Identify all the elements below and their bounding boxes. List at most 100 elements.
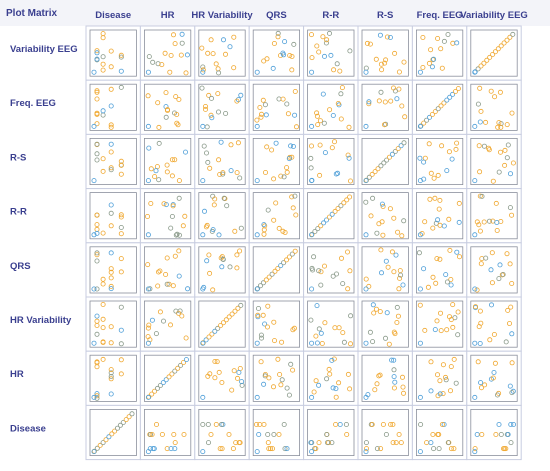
data-point — [292, 193, 298, 199]
row-label: QRS — [10, 261, 31, 272]
data-point — [91, 394, 97, 400]
data-point — [153, 421, 159, 427]
data-point — [498, 431, 504, 437]
data-point — [509, 212, 515, 218]
data-point — [219, 379, 225, 385]
scatter-cell — [248, 188, 305, 244]
data-point — [498, 124, 504, 130]
data-point — [220, 171, 226, 177]
column-label: HR Variability — [191, 10, 253, 21]
data-point — [254, 449, 260, 455]
data-point — [100, 230, 106, 236]
data-point — [488, 302, 494, 308]
data-point — [103, 437, 109, 443]
data-point — [118, 224, 124, 230]
data-point — [289, 251, 295, 257]
data-point — [510, 388, 516, 394]
data-point — [212, 196, 218, 202]
scatter-cell — [411, 296, 468, 352]
data-point — [168, 53, 174, 59]
data-point — [324, 440, 330, 446]
data-point — [363, 123, 369, 129]
data-point — [364, 40, 370, 46]
data-point — [338, 116, 344, 122]
plot-area — [415, 300, 464, 348]
data-point — [399, 103, 405, 109]
data-point — [285, 111, 291, 117]
data-point — [200, 286, 206, 292]
data-point — [475, 66, 481, 72]
data-point — [432, 327, 438, 333]
data-point — [373, 56, 379, 62]
data-point — [178, 362, 184, 368]
data-point — [477, 308, 483, 314]
data-point — [504, 122, 510, 128]
data-point — [91, 449, 97, 455]
data-point — [118, 68, 124, 74]
data-point — [372, 169, 378, 175]
data-point — [490, 52, 496, 58]
data-point — [447, 388, 453, 394]
scatter-cell — [357, 133, 413, 190]
row-label: Freq. EEG — [10, 98, 56, 109]
data-point — [94, 56, 100, 62]
data-point — [200, 449, 206, 455]
data-point — [323, 217, 329, 223]
data-point — [164, 281, 170, 287]
data-point — [145, 394, 151, 400]
data-point — [421, 266, 427, 272]
data-point — [509, 280, 515, 286]
data-point — [369, 171, 375, 177]
data-point — [176, 248, 182, 254]
data-point — [164, 255, 170, 261]
data-point — [491, 331, 497, 337]
data-point — [232, 228, 238, 234]
data-point — [164, 162, 170, 168]
data-point — [391, 269, 397, 275]
data-point — [202, 104, 208, 110]
data-point — [496, 169, 502, 175]
data-point — [340, 330, 346, 336]
data-point — [496, 120, 502, 126]
scatter-cell — [411, 25, 468, 81]
data-point — [181, 431, 187, 437]
data-point — [494, 219, 500, 225]
data-point — [383, 258, 389, 264]
data-point — [503, 339, 509, 345]
data-point — [91, 123, 97, 129]
data-point — [266, 375, 272, 381]
data-point — [171, 431, 177, 437]
data-point — [291, 41, 297, 47]
data-point — [340, 281, 346, 287]
scatter-cell — [303, 188, 359, 244]
scatter-cell — [357, 188, 413, 244]
data-point — [341, 339, 347, 345]
data-point — [504, 155, 510, 161]
data-point — [417, 449, 423, 455]
data-point — [280, 96, 286, 102]
data-point — [145, 262, 151, 268]
data-point — [308, 155, 314, 161]
scatter-cell — [411, 242, 468, 298]
data-point — [100, 281, 106, 287]
data-point — [172, 440, 178, 446]
data-point — [120, 419, 126, 425]
data-point — [505, 142, 511, 148]
data-point — [328, 52, 334, 58]
data-point — [475, 359, 481, 365]
data-point — [271, 217, 277, 223]
data-point — [417, 232, 423, 238]
data-point — [432, 195, 438, 201]
data-point — [472, 340, 478, 346]
data-point — [444, 279, 450, 285]
data-point — [238, 92, 244, 98]
data-point — [232, 308, 238, 314]
data-point — [215, 91, 221, 97]
data-point — [292, 89, 298, 95]
data-point — [493, 431, 499, 437]
data-point — [382, 99, 388, 105]
data-point — [436, 431, 442, 437]
data-point — [316, 268, 322, 274]
data-point — [308, 143, 314, 149]
data-point — [173, 308, 179, 314]
